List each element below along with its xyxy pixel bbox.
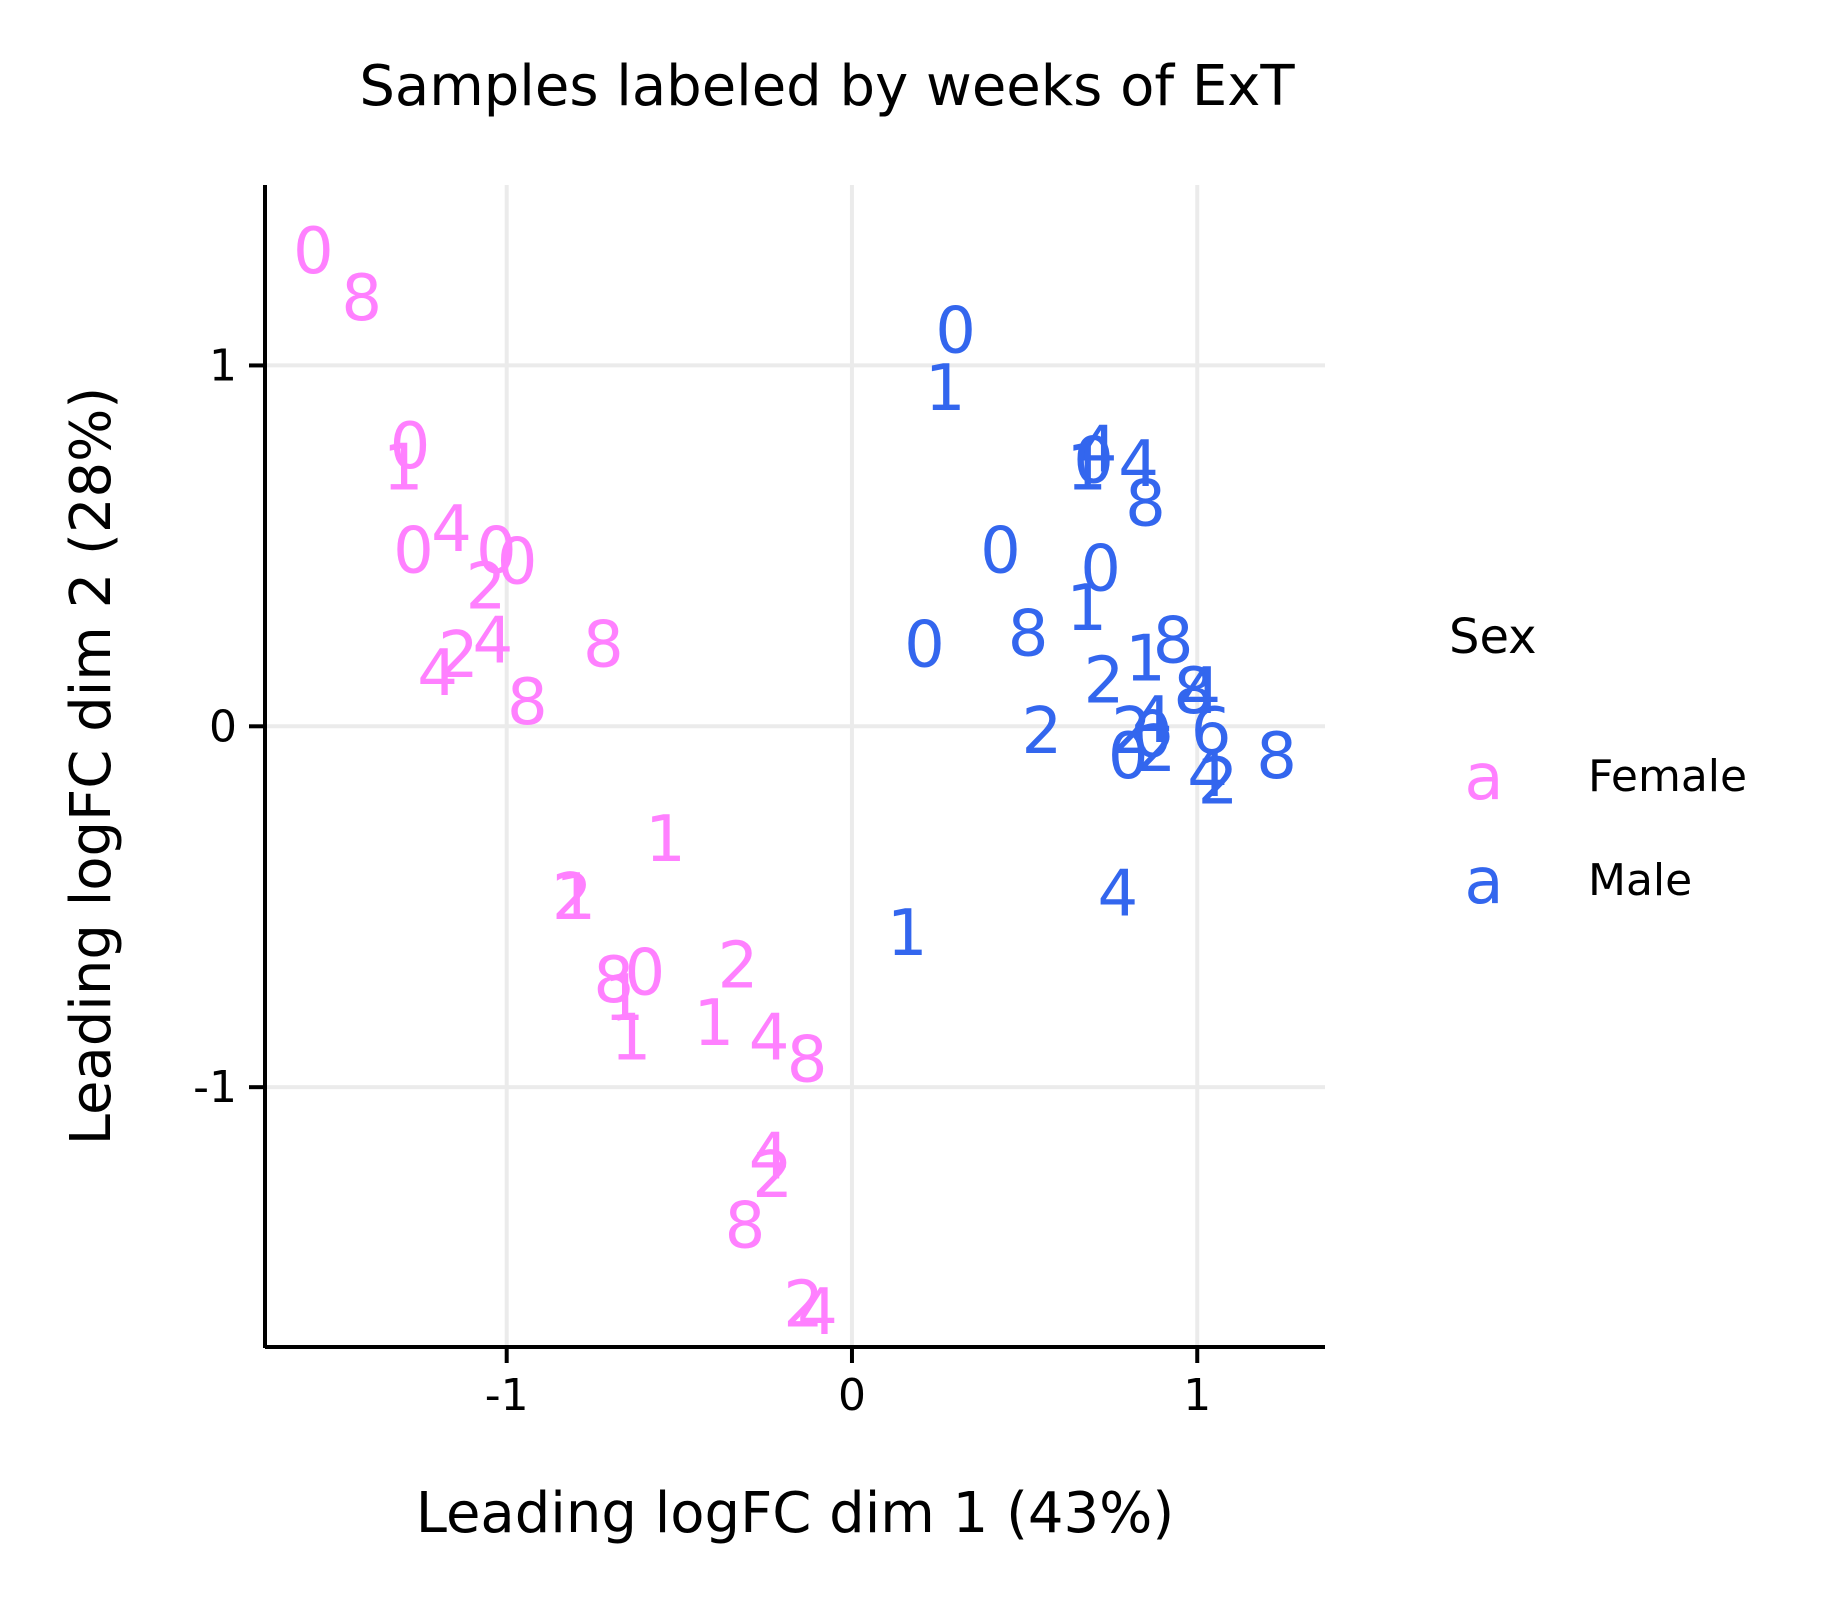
x-axis-ticks: -1 0 1 bbox=[485, 1347, 1211, 1421]
sample-label: 0 bbox=[497, 525, 538, 599]
legend-entries: a Female a Male bbox=[1464, 741, 1747, 919]
sample-label: 2 bbox=[752, 1139, 793, 1213]
sample-label: 8 bbox=[1153, 605, 1194, 679]
sample-label: 4 bbox=[1077, 413, 1118, 487]
sample-label: 8 bbox=[725, 1189, 766, 1263]
sample-label: 4 bbox=[1132, 684, 1173, 758]
legend-key: a bbox=[1464, 845, 1503, 919]
sample-label: 1 bbox=[1066, 431, 1107, 505]
x-tick-label: 0 bbox=[838, 1370, 866, 1421]
sample-label: 8 bbox=[787, 1023, 828, 1097]
sample-label: 2 bbox=[783, 1269, 824, 1343]
sample-label: 1 bbox=[887, 897, 928, 971]
sample-label: 4 bbox=[417, 637, 458, 711]
chart-title: Samples labeled by weeks of ExT bbox=[359, 54, 1295, 119]
sample-label: 1 bbox=[925, 352, 966, 426]
y-axis-ticks: 1 0 -1 bbox=[193, 340, 265, 1113]
sample-label: 2 bbox=[1022, 695, 1063, 769]
sample-label: 4 bbox=[797, 1276, 838, 1350]
sample-label: 8 bbox=[583, 608, 624, 682]
sample-label: 8 bbox=[1256, 720, 1297, 794]
sample-label: 0 bbox=[390, 410, 431, 484]
sample-label: 4 bbox=[473, 605, 514, 679]
sample-label: 1 bbox=[694, 987, 735, 1061]
sample-label: 8 bbox=[1008, 597, 1049, 671]
sample-label: 0 bbox=[904, 608, 945, 682]
sample-label: 0 bbox=[393, 514, 434, 588]
sample-label: 0 bbox=[935, 294, 976, 368]
sample-label: 1 bbox=[611, 1002, 652, 1076]
sample-label: 2 bbox=[1198, 745, 1239, 819]
sample-label: 0 bbox=[1080, 533, 1121, 607]
y-tick-label: 1 bbox=[209, 340, 237, 391]
sample-label: 0 bbox=[624, 937, 665, 1011]
y-tick-label: 0 bbox=[209, 701, 237, 752]
legend-label: Male bbox=[1588, 855, 1692, 906]
sample-label: 2 bbox=[552, 861, 593, 935]
sample-label: 0 bbox=[1073, 424, 1114, 498]
sample-label: 2 bbox=[1135, 713, 1176, 787]
x-axis-label: Leading logFC dim 1 (43%) bbox=[416, 1481, 1174, 1546]
sample-label: 4 bbox=[749, 1121, 790, 1195]
sample-label: 8 bbox=[507, 666, 548, 740]
legend-title: Sex bbox=[1449, 609, 1537, 665]
sample-label: 2 bbox=[1111, 695, 1152, 769]
sample-label: 8 bbox=[1125, 468, 1166, 542]
sample-label: 4 bbox=[1180, 655, 1221, 729]
sample-label: 1 bbox=[555, 861, 596, 935]
y-tick-label: -1 bbox=[193, 1062, 237, 1113]
sample-label: 1 bbox=[604, 962, 645, 1036]
sample-label: 4 bbox=[1118, 428, 1159, 502]
sample-label: 1 bbox=[645, 803, 686, 877]
sample-label: 1 bbox=[1125, 623, 1166, 697]
legend-label: Female bbox=[1588, 751, 1747, 802]
sample-label: 2 bbox=[718, 929, 759, 1003]
sample-label: 4 bbox=[1187, 738, 1228, 812]
sample-label: 4 bbox=[749, 1002, 790, 1076]
sample-label: 0 bbox=[293, 215, 334, 289]
sample-label: 4 bbox=[431, 493, 472, 567]
sample-label: 1 bbox=[1066, 572, 1107, 646]
grid-lines bbox=[265, 185, 1325, 1347]
x-tick-label: -1 bbox=[485, 1370, 529, 1421]
legend-key: a bbox=[1464, 741, 1503, 815]
sample-label: 0 bbox=[980, 514, 1021, 588]
sample-label: 1 bbox=[383, 431, 424, 505]
x-tick-label: 1 bbox=[1183, 1370, 1211, 1421]
y-axis-label: Leading logFC dim 2 (28%) bbox=[59, 387, 124, 1145]
sample-label: 6 bbox=[1191, 695, 1232, 769]
sample-label: 2 bbox=[438, 619, 479, 693]
sample-label: 0 bbox=[476, 514, 517, 588]
sample-label: 8 bbox=[593, 944, 634, 1018]
sample-label: 2 bbox=[1084, 644, 1125, 718]
sample-label: 2 bbox=[466, 551, 507, 625]
sample-label: 8 bbox=[1173, 655, 1214, 729]
sample-label: 0 bbox=[1108, 720, 1149, 794]
legend: Sex a Female a Male bbox=[1449, 609, 1747, 919]
sample-label: 0 bbox=[1132, 699, 1173, 773]
sample-label: 8 bbox=[341, 262, 382, 336]
sample-label: 4 bbox=[1097, 857, 1138, 931]
